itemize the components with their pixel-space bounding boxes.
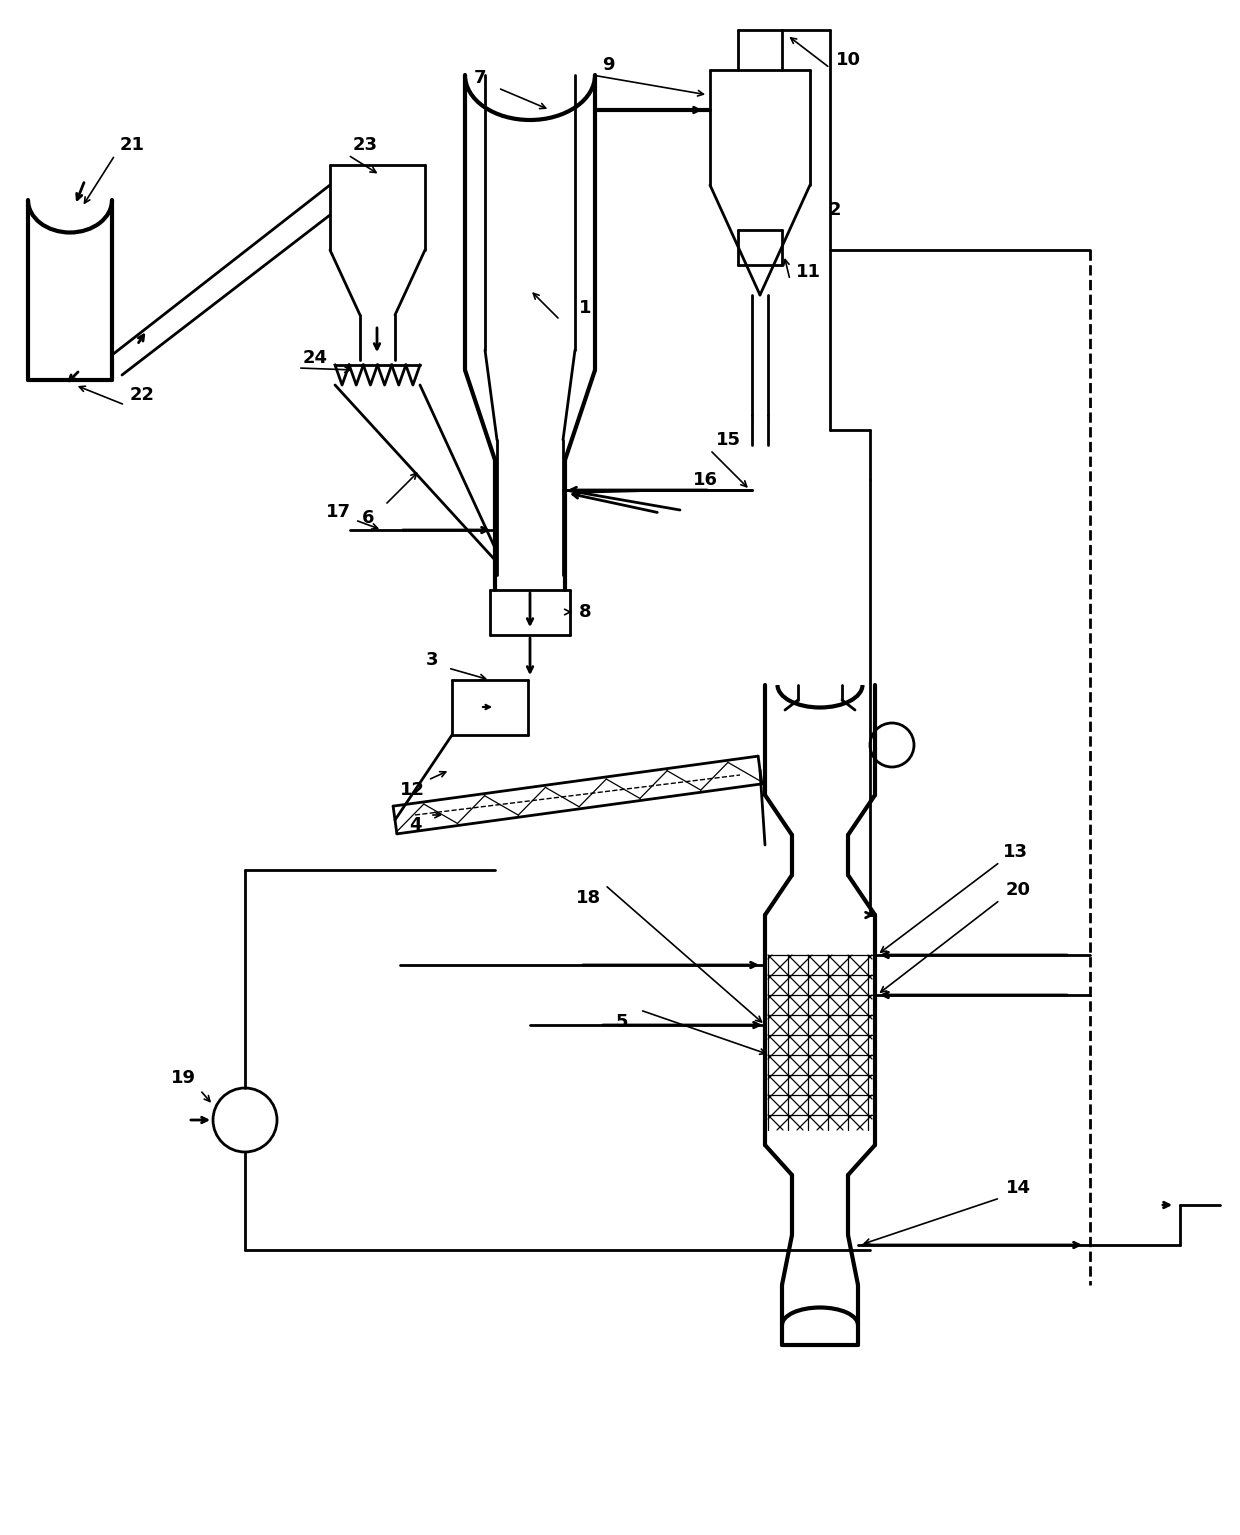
Text: 12: 12	[399, 781, 424, 800]
Text: 8: 8	[579, 603, 591, 622]
Text: 9: 9	[601, 55, 614, 74]
Text: 4: 4	[409, 817, 422, 834]
Text: 19: 19	[171, 1068, 196, 1087]
Text: 18: 18	[575, 889, 600, 907]
Text: 21: 21	[119, 137, 145, 154]
Text: 10: 10	[836, 51, 861, 69]
Text: 11: 11	[796, 262, 821, 281]
Text: 16: 16	[692, 471, 718, 490]
Text: 13: 13	[1002, 843, 1028, 861]
Text: 24: 24	[303, 348, 327, 367]
Text: 20: 20	[1006, 881, 1030, 900]
Text: 17: 17	[325, 503, 351, 520]
Text: 22: 22	[129, 385, 155, 404]
Text: 23: 23	[352, 137, 377, 154]
Text: 5: 5	[616, 1013, 629, 1032]
Text: 2: 2	[828, 201, 841, 220]
Text: 7: 7	[474, 69, 486, 87]
Text: 14: 14	[1006, 1179, 1030, 1197]
Text: 3: 3	[425, 651, 438, 669]
Text: 6: 6	[362, 510, 374, 527]
Text: 15: 15	[715, 431, 740, 450]
Text: 1: 1	[579, 299, 591, 318]
